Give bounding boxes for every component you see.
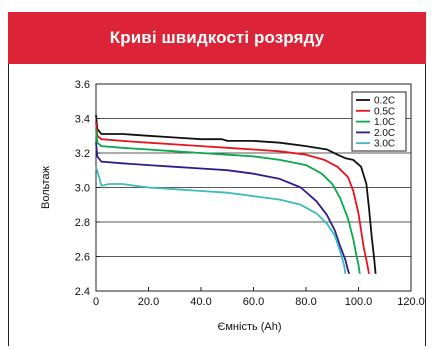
chart-card: Криві швидкості розряду 2.4 2.6 2.8 3.0 3.2 3… — [8, 12, 426, 346]
series-line-0.5C — [95, 121, 370, 274]
series-line-0.2C — [95, 115, 377, 274]
x-tick-label: 80.0 — [295, 296, 316, 308]
legend-label: 0.2C — [374, 96, 395, 107]
x-tick-label: 60.0 — [243, 296, 264, 308]
discharge-chart: 2.4 2.6 2.8 3.0 3.2 3.4 3.6 0 20.0 40.0 60.0 80.0 10… — [40, 79, 425, 333]
y-tick-label: 2.8 — [75, 217, 90, 229]
legend-label: 3.0C — [374, 139, 395, 150]
y-tick-label: 2.6 — [75, 252, 90, 264]
chart-title: Криві швидкості розряду — [109, 28, 325, 47]
x-axis-label: Ємність (Ah) — [217, 321, 281, 333]
series-line-3.0C — [95, 166, 347, 274]
y-tick-label: 3.2 — [75, 148, 90, 160]
x-tick-label: 120.0 — [397, 296, 425, 308]
y-tick-label: 3.6 — [75, 79, 90, 91]
plot-frame: 2.4 2.6 2.8 3.0 3.2 3.4 3.6 0 20.0 40.0 60.0 80.0 10… — [8, 64, 426, 346]
y-axis-label: Вольтаж — [40, 165, 52, 209]
y-tick-label: 3.4 — [75, 114, 90, 126]
chart-header: Криві швидкості розряду — [8, 12, 426, 64]
x-tick-label: 0 — [93, 296, 99, 308]
legend-label: 1.0C — [374, 117, 395, 128]
legend-label: 2.0C — [374, 128, 395, 139]
legend-label: 0.5C — [374, 106, 395, 117]
series-line-1.0C — [95, 128, 361, 274]
x-tick-label: 20.0 — [138, 296, 159, 308]
x-tick-label: 100.0 — [345, 296, 373, 308]
x-tick-label: 40.0 — [190, 296, 211, 308]
y-tick-label: 3.0 — [75, 183, 90, 195]
series-line-2.0C — [95, 142, 351, 275]
y-tick-label: 2.4 — [75, 286, 90, 298]
